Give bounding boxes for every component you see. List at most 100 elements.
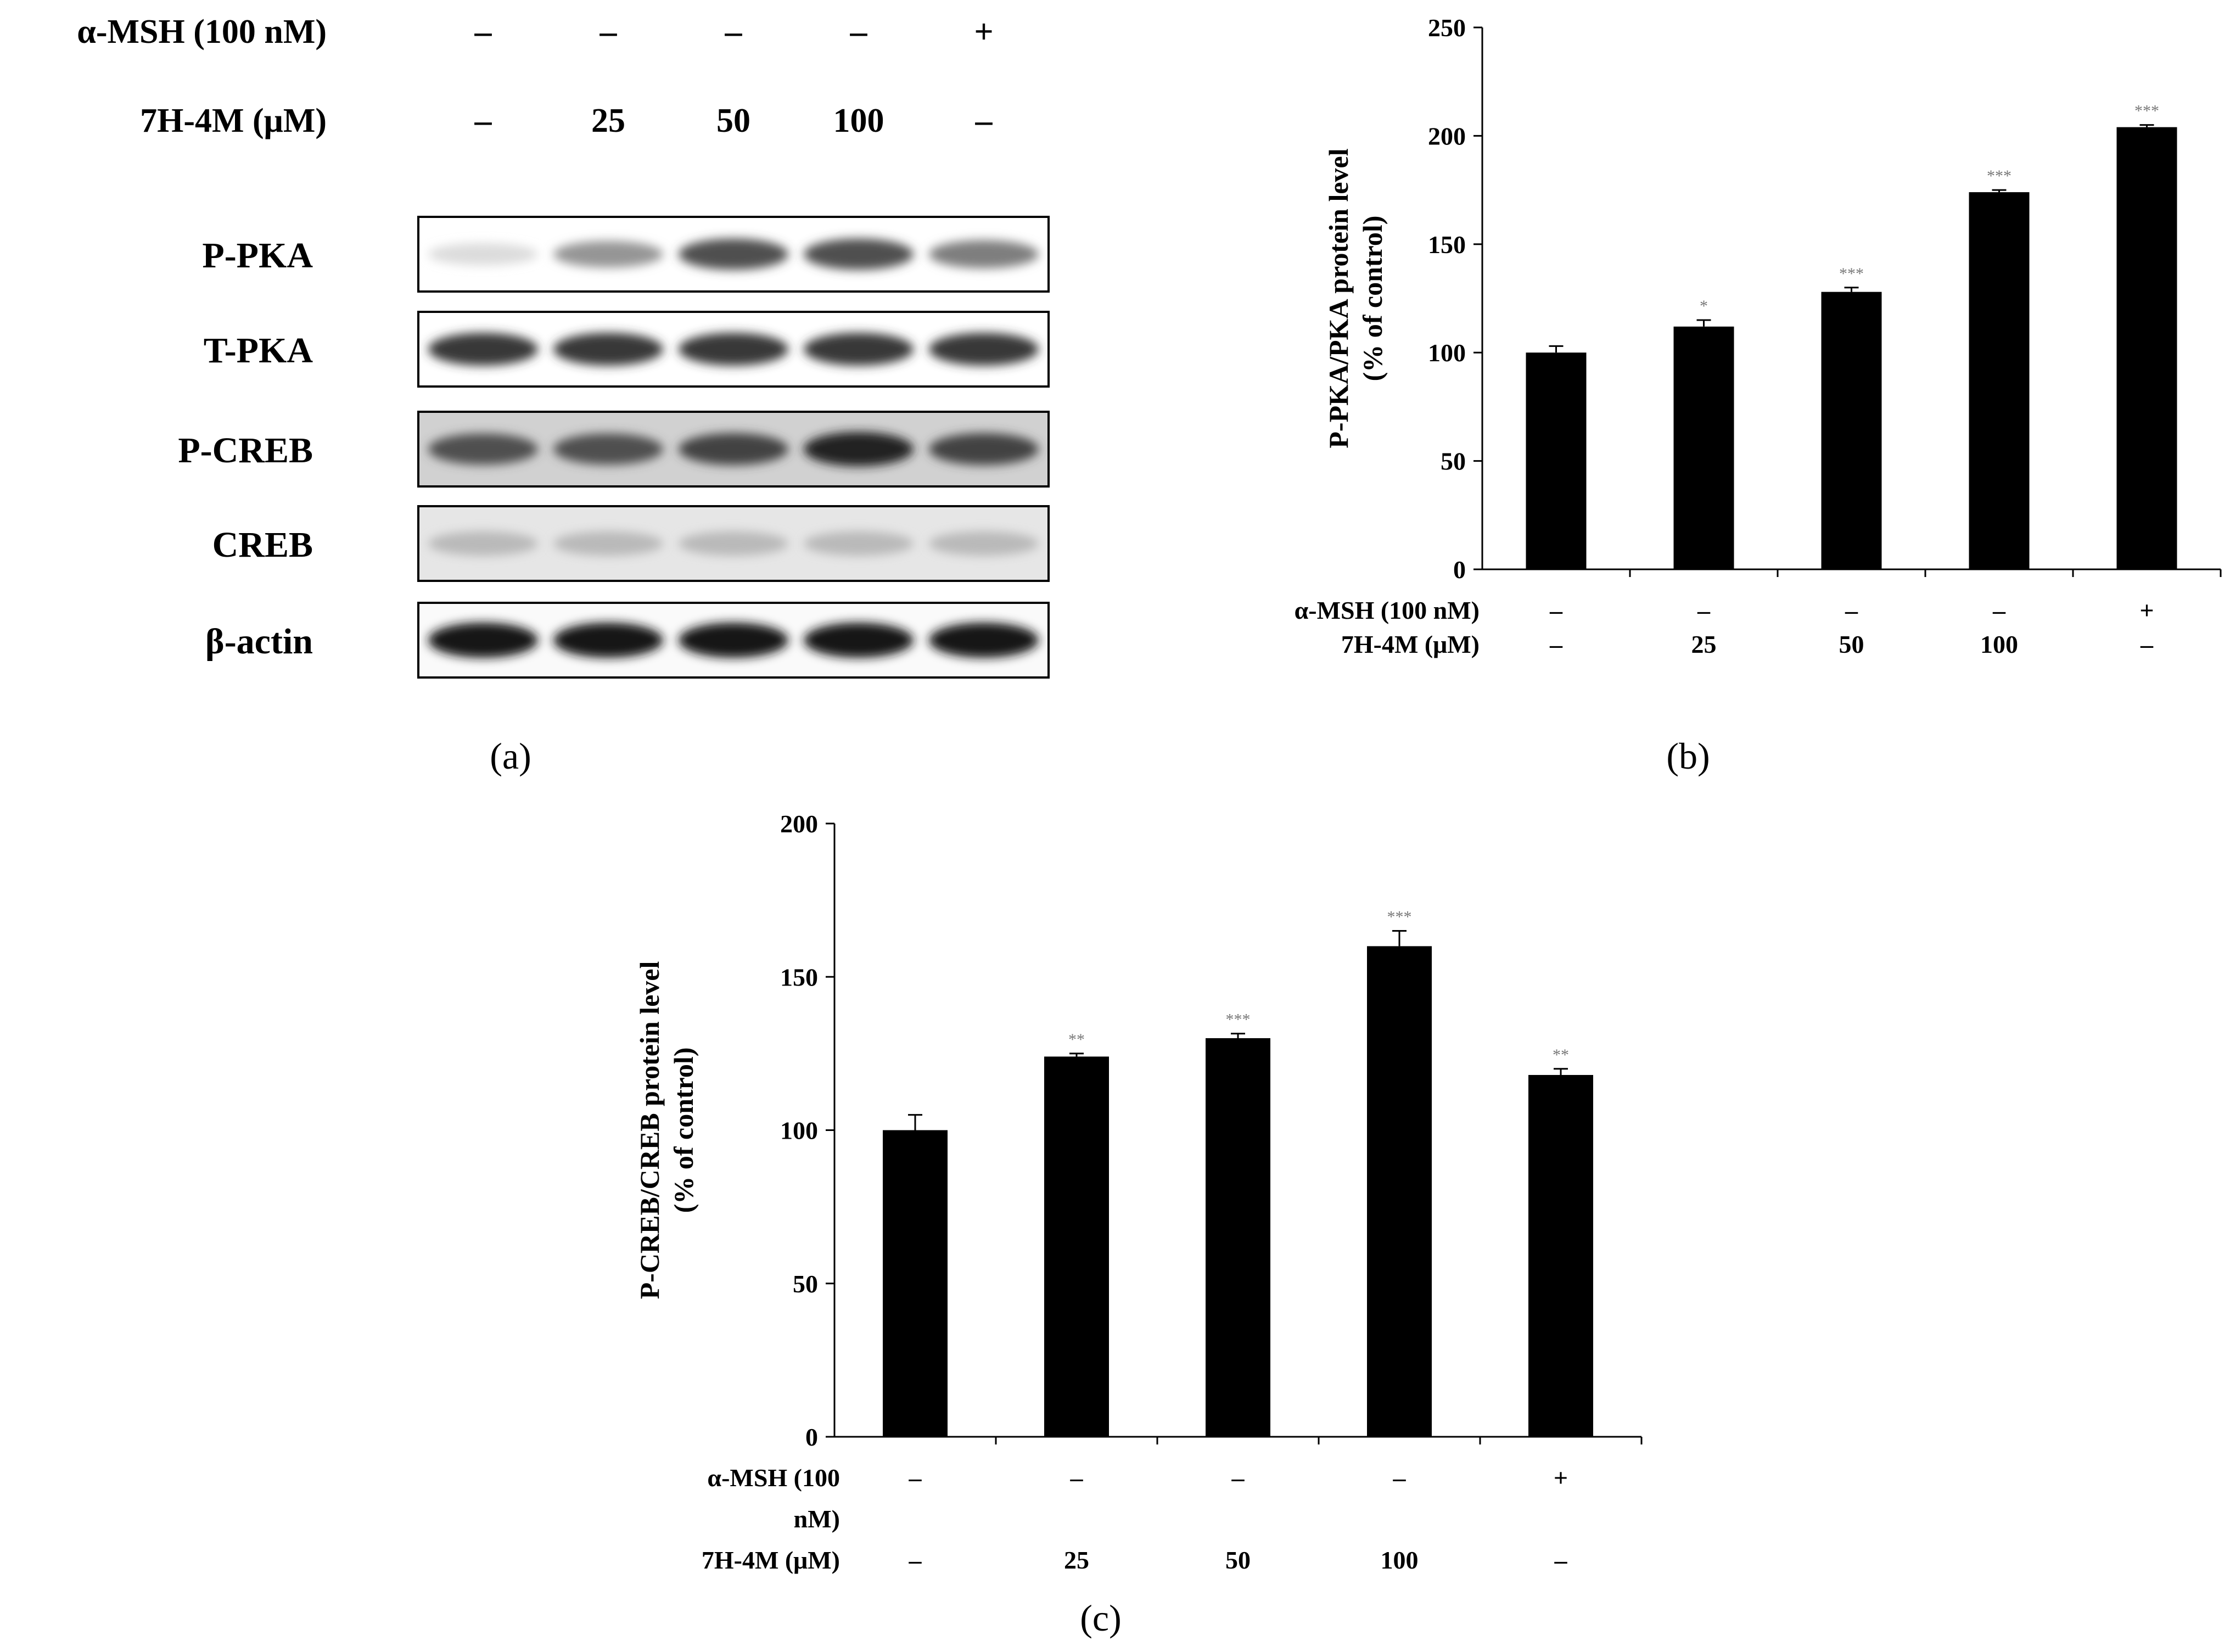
blot-treatment-value: – bbox=[474, 102, 492, 139]
treatment-value: – bbox=[1992, 596, 2006, 624]
protein-label: P-CREB bbox=[178, 430, 313, 471]
y-tick-label: 200 bbox=[780, 810, 818, 838]
treatment-value: – bbox=[1697, 596, 1711, 624]
blot-band bbox=[804, 333, 914, 366]
blot-band bbox=[679, 333, 788, 366]
blot-band bbox=[929, 623, 1039, 658]
blot-treatment-label: α-MSH (100 nM) bbox=[77, 13, 327, 51]
treatment-value: – bbox=[1845, 596, 1858, 624]
blot-treatment-value: – bbox=[850, 13, 868, 51]
blot-band bbox=[679, 433, 788, 466]
blot-band bbox=[428, 623, 538, 658]
blot-band bbox=[553, 240, 663, 268]
y-axis-label: P-PKA/PKA protein level bbox=[1323, 148, 1354, 448]
blot-band bbox=[553, 623, 663, 658]
treatment-value: 25 bbox=[1064, 1546, 1089, 1574]
treatment-value: + bbox=[2139, 596, 2154, 624]
blot-band bbox=[929, 333, 1039, 366]
bar bbox=[1528, 1074, 1593, 1437]
y-tick-label: 0 bbox=[1453, 556, 1466, 584]
y-axis-label: P-CREB/CREB protein level bbox=[634, 961, 665, 1300]
bar bbox=[2116, 127, 2177, 569]
blot-treatment-value: + bbox=[974, 13, 993, 51]
panel-label-c: (c) bbox=[1080, 1597, 1121, 1639]
blot-band bbox=[929, 531, 1039, 556]
blot-band bbox=[804, 238, 914, 270]
protein-label: P-PKA bbox=[202, 236, 313, 276]
blot-band bbox=[679, 623, 788, 658]
treatment-value: 100 bbox=[1980, 630, 2018, 658]
blot-treatment-value: – bbox=[474, 13, 492, 51]
significance-marker: *** bbox=[1387, 908, 1412, 926]
blot-band bbox=[679, 531, 788, 556]
treatment-value: – bbox=[909, 1546, 922, 1574]
treatment-label: α-MSH (100 nM) bbox=[1295, 596, 1480, 624]
protein-label: β-actin bbox=[205, 621, 313, 662]
treatment-value: 100 bbox=[1381, 1546, 1419, 1574]
treatment-value: – bbox=[1393, 1464, 1407, 1492]
blot-band bbox=[804, 432, 914, 467]
panel-label-b: (b) bbox=[1666, 735, 1710, 777]
treatment-value: – bbox=[1231, 1464, 1245, 1492]
blot-band bbox=[428, 243, 538, 266]
treatment-value: – bbox=[1554, 1546, 1568, 1574]
treatment-value: 50 bbox=[1225, 1546, 1251, 1574]
blot-band bbox=[804, 531, 914, 556]
treatment-label: nM) bbox=[794, 1505, 840, 1533]
y-tick-label: 0 bbox=[805, 1423, 818, 1451]
protein-label: T-PKA bbox=[204, 331, 313, 371]
treatment-value: 50 bbox=[1839, 630, 1864, 658]
y-tick-label: 150 bbox=[1428, 231, 1466, 259]
blot-band bbox=[428, 531, 538, 556]
treatment-label: 7H-4M (μM) bbox=[702, 1546, 840, 1574]
blot-band bbox=[679, 238, 788, 270]
treatment-label: α-MSH (100 bbox=[707, 1464, 840, 1492]
significance-marker: ** bbox=[1553, 1046, 1569, 1064]
y-tick-label: 100 bbox=[780, 1117, 818, 1145]
treatment-value: 25 bbox=[1691, 630, 1717, 658]
blot-treatment-value: 50 bbox=[716, 102, 750, 139]
blot-treatment-label: 7H-4M (μM) bbox=[140, 102, 327, 139]
blot-band bbox=[553, 333, 663, 366]
blot-band bbox=[804, 623, 914, 658]
treatment-value: – bbox=[909, 1464, 922, 1492]
bar bbox=[1673, 326, 1734, 569]
treatment-label: 7H-4M (μM) bbox=[1341, 630, 1480, 658]
bar bbox=[1367, 946, 1432, 1437]
bar bbox=[1044, 1056, 1109, 1437]
blot-treatment-value: – bbox=[975, 102, 993, 139]
blot-band bbox=[553, 433, 663, 465]
y-tick-label: 250 bbox=[1428, 14, 1466, 42]
treatment-value: – bbox=[2140, 630, 2154, 658]
treatment-value: – bbox=[1070, 1464, 1084, 1492]
blot-band bbox=[929, 433, 1039, 466]
blot-treatment-value: 25 bbox=[591, 102, 625, 139]
treatment-value: + bbox=[1554, 1464, 1568, 1492]
blot-treatment-value: – bbox=[725, 13, 743, 51]
bar bbox=[883, 1130, 948, 1437]
bar bbox=[1206, 1038, 1270, 1437]
blot-band bbox=[428, 333, 538, 366]
blot-band bbox=[428, 433, 538, 465]
significance-marker: *** bbox=[1226, 1011, 1251, 1029]
treatment-value: – bbox=[1549, 630, 1563, 658]
western-blot-panel: α-MSH (100 nM) – – – – +7H-4M (μM) – 25 50 100 – P-… bbox=[77, 13, 1050, 679]
significance-marker: *** bbox=[2134, 102, 2159, 120]
bar bbox=[1526, 352, 1587, 569]
y-tick-label: 200 bbox=[1428, 122, 1466, 150]
protein-label: CREB bbox=[212, 525, 313, 565]
y-tick-label: 100 bbox=[1428, 339, 1466, 367]
y-axis-label: (% of control) bbox=[1357, 216, 1388, 382]
significance-marker: ** bbox=[1068, 1031, 1085, 1049]
panel-label-a: (a) bbox=[490, 735, 531, 777]
blot-treatment-value: 100 bbox=[833, 102, 884, 139]
bar bbox=[1969, 192, 2030, 570]
significance-marker: *** bbox=[1839, 265, 1864, 283]
y-axis-label: (% of control) bbox=[668, 1048, 699, 1213]
y-tick-label: 150 bbox=[780, 963, 818, 991]
blot-band bbox=[553, 531, 663, 556]
treatment-value: – bbox=[1549, 596, 1563, 624]
